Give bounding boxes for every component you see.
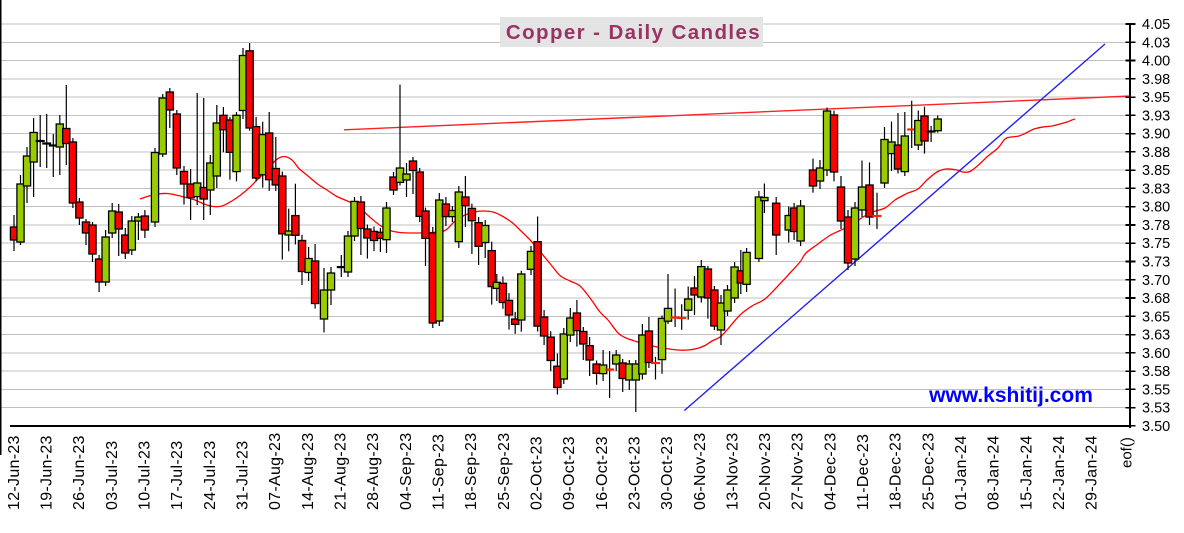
svg-text:04-Sep-23: 04-Sep-23 (398, 433, 415, 510)
svg-text:4.00: 4.00 (1142, 54, 1170, 70)
svg-text:3.83: 3.83 (1142, 181, 1170, 197)
svg-text:3.75: 3.75 (1142, 236, 1170, 252)
svg-text:06-Nov-23: 06-Nov-23 (692, 433, 709, 510)
svg-text:3.53: 3.53 (1142, 401, 1170, 417)
svg-text:3.93: 3.93 (1142, 108, 1170, 124)
svg-text:20-Nov-23: 20-Nov-23 (757, 433, 774, 510)
svg-text:3.90: 3.90 (1142, 127, 1170, 143)
svg-text:3.58: 3.58 (1142, 364, 1170, 380)
svg-text:3.60: 3.60 (1142, 346, 1170, 362)
svg-text:29-Jan-24: 29-Jan-24 (1084, 435, 1101, 510)
svg-text:21-Aug-23: 21-Aug-23 (333, 433, 350, 510)
svg-text:30-Oct-23: 30-Oct-23 (659, 436, 676, 510)
svg-text:19-Jun-23: 19-Jun-23 (39, 435, 56, 510)
svg-text:08-Jan-24: 08-Jan-24 (986, 435, 1003, 510)
svg-text:10-Jul-23: 10-Jul-23 (137, 441, 154, 510)
svg-text:3.80: 3.80 (1142, 200, 1170, 216)
svg-text:18-Dec-23: 18-Dec-23 (888, 433, 905, 510)
svg-text:16-Oct-23: 16-Oct-23 (594, 436, 611, 510)
svg-text:3.85: 3.85 (1142, 163, 1170, 179)
svg-text:www.kshitij.com: www.kshitij.com (928, 384, 1093, 407)
svg-text:07-Aug-23: 07-Aug-23 (267, 433, 284, 510)
svg-text:14-Aug-23: 14-Aug-23 (300, 433, 317, 510)
svg-text:04-Dec-23: 04-Dec-23 (822, 433, 839, 510)
svg-text:25-Dec-23: 25-Dec-23 (920, 433, 937, 510)
svg-text:3.70: 3.70 (1142, 273, 1170, 289)
svg-text:4.03: 4.03 (1142, 35, 1170, 51)
svg-text:3.63: 3.63 (1142, 328, 1170, 344)
svg-text:02-Oct-23: 02-Oct-23 (529, 436, 546, 510)
svg-text:11-Dec-23: 11-Dec-23 (855, 434, 872, 510)
svg-text:13-Nov-23: 13-Nov-23 (724, 433, 741, 510)
svg-text:17-Jul-23: 17-Jul-23 (169, 441, 186, 510)
svg-text:28-Aug-23: 28-Aug-23 (365, 433, 382, 510)
svg-text:26-Jun-23: 26-Jun-23 (71, 435, 88, 510)
svg-text:3.65: 3.65 (1142, 309, 1170, 325)
svg-text:3.73: 3.73 (1142, 255, 1170, 271)
svg-text:18-Sep-23: 18-Sep-23 (463, 433, 480, 510)
svg-text:09-Oct-23: 09-Oct-23 (561, 436, 578, 510)
svg-text:27-Nov-23: 27-Nov-23 (790, 433, 807, 510)
svg-text:Copper - Daily Candles: Copper - Daily Candles (506, 21, 761, 44)
svg-text:4.05: 4.05 (1142, 17, 1170, 33)
svg-text:3.98: 3.98 (1142, 72, 1170, 88)
svg-text:12-Jun-23: 12-Jun-23 (6, 435, 23, 510)
svg-text:3.95: 3.95 (1142, 90, 1170, 106)
svg-text:23-Oct-23: 23-Oct-23 (626, 436, 643, 510)
svg-text:25-Sep-23: 25-Sep-23 (496, 433, 513, 510)
svg-text:3.50: 3.50 (1142, 419, 1170, 435)
svg-text:15-Jan-24: 15-Jan-24 (1018, 435, 1035, 510)
svg-text:24-Jul-23: 24-Jul-23 (202, 441, 219, 510)
svg-text:3.78: 3.78 (1142, 218, 1170, 234)
svg-text:3.68: 3.68 (1142, 291, 1170, 307)
svg-text:11-Sep-23: 11-Sep-23 (431, 434, 448, 510)
svg-text:01-Jan-24: 01-Jan-24 (953, 435, 970, 510)
svg-text:03-Jul-23: 03-Jul-23 (104, 441, 121, 510)
svg-text:3.88: 3.88 (1142, 145, 1170, 161)
svg-text:31-Jul-23: 31-Jul-23 (235, 441, 252, 510)
svg-text:eof(): eof() (1119, 437, 1136, 468)
svg-text:22-Jan-24: 22-Jan-24 (1051, 435, 1068, 510)
svg-text:3.55: 3.55 (1142, 382, 1170, 398)
